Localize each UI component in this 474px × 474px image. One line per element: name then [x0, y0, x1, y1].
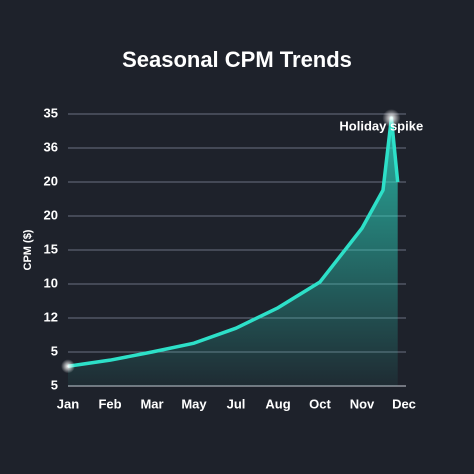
area: [68, 118, 398, 386]
y-tick-label: 20: [44, 207, 58, 222]
y-tick-label: 15: [44, 241, 58, 256]
x-tick-label: Mar: [140, 396, 163, 411]
line: [67, 116, 400, 369]
x-tick-label: Dec: [392, 396, 416, 411]
x-tick-label: Feb: [98, 396, 121, 411]
start-glow: [61, 359, 75, 374]
y-tick-label: 5: [51, 377, 58, 392]
x-tick-label: Oct: [309, 396, 331, 411]
y-tick-label: 10: [44, 275, 58, 290]
x-tick-label: Jul: [227, 396, 246, 411]
y-tick-label: 35: [44, 105, 58, 120]
y-axis-label: CPM ($): [22, 229, 34, 270]
y-tick-label: 12: [44, 309, 58, 324]
annotation: Holiday spike: [339, 119, 423, 134]
y-tick-label: 36: [44, 139, 58, 154]
annotation-glow: [382, 109, 401, 128]
y-tick-label: 5: [51, 343, 58, 358]
x-tick-label: Nov: [350, 396, 375, 411]
y-tick-label: 20: [44, 173, 58, 188]
chart-title: Seasonal CPM Trends: [122, 47, 352, 72]
x-tick-label: Aug: [265, 396, 290, 411]
x-tick-label: May: [181, 396, 207, 411]
x-tick-label: Jan: [57, 396, 79, 411]
